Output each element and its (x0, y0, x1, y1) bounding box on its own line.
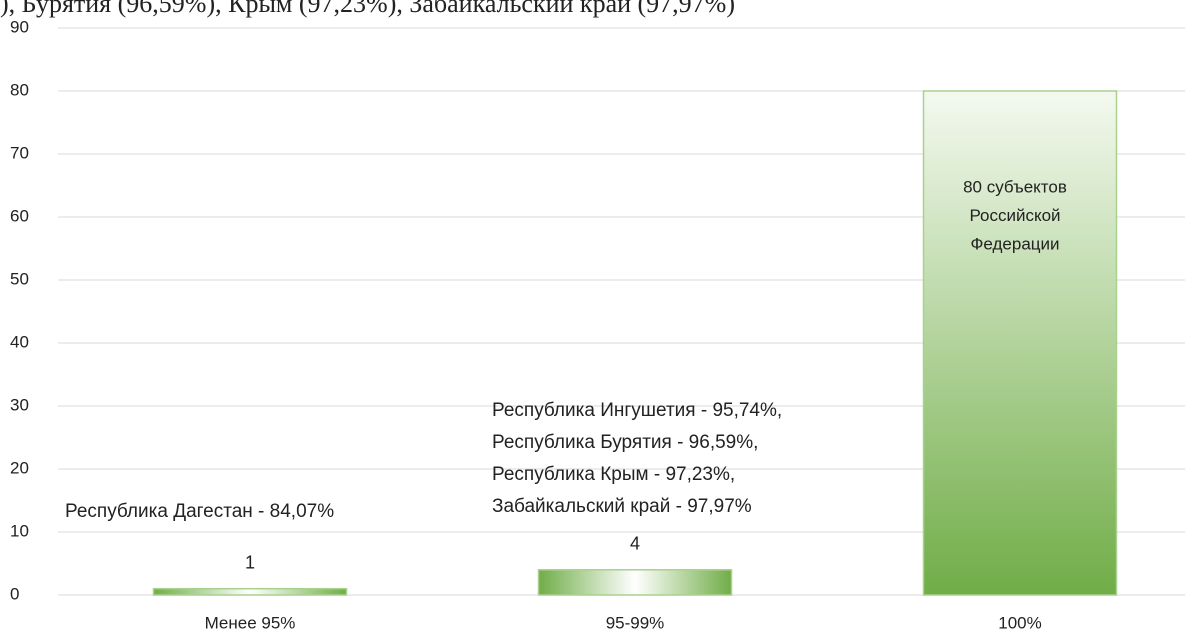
y-tick-label: 40 (10, 332, 29, 351)
annotation: Федерации (970, 234, 1059, 253)
y-tick-label: 0 (10, 584, 19, 603)
annotation: Забайкальский край - 97,97% (492, 496, 752, 517)
annotation: 80 субъектов (963, 177, 1067, 196)
y-tick-label: 70 (10, 143, 29, 162)
y-tick-label: 90 (10, 17, 29, 36)
annotation: Республика Бурятия - 96,59%, (492, 432, 758, 453)
caption-fragment: ), Бурятия (96,59%), Крым (97,23%), Заба… (0, 0, 735, 18)
annotation: Российской (969, 206, 1060, 225)
y-tick-label: 10 (10, 521, 29, 540)
y-tick-label: 20 (10, 458, 29, 477)
annotation: Республика Дагестан - 84,07% (65, 501, 334, 522)
bar (537, 569, 733, 596)
bar (152, 587, 348, 596)
x-tick-label: 95-99% (606, 613, 665, 632)
annotation: Республика Ингушетия - 95,74%, (492, 400, 782, 421)
data-label: 1 (245, 552, 255, 572)
y-tick-label: 60 (10, 206, 29, 225)
y-tick-label: 50 (10, 269, 29, 288)
y-tick-label: 30 (10, 395, 29, 414)
data-label: 4 (630, 534, 640, 554)
bar (922, 90, 1118, 596)
x-tick-label: 100% (998, 613, 1041, 632)
y-tick-label: 80 (10, 80, 29, 99)
annotation: Республика Крым - 97,23%, (492, 464, 735, 485)
x-tick-label: Менее 95% (205, 613, 296, 632)
